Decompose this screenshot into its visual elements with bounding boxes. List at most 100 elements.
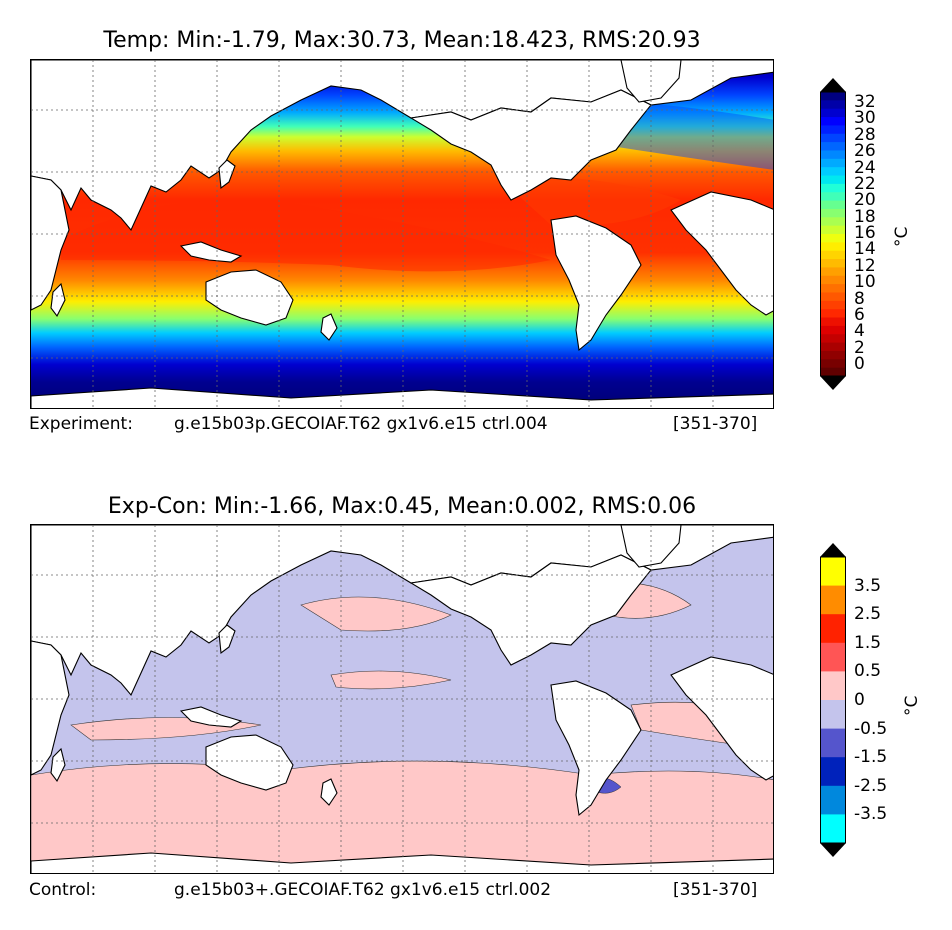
colorbar-tick-label: 0 <box>854 690 865 710</box>
colorbar-tick-label: 12 <box>854 255 876 276</box>
atlantic-warm-region <box>501 177 681 226</box>
bottom-colorbar <box>820 543 846 857</box>
top-caption-run: g.e15b03p.GECOIAF.T62 gx1v6.e15 ctrl.004 <box>174 414 548 434</box>
africa-east-land <box>670 191 773 316</box>
colorbar-segment <box>820 814 846 844</box>
colorbar-tick-label: 20 <box>854 190 876 211</box>
bottom-diff-map <box>30 524 774 874</box>
indonesia-land <box>179 241 243 263</box>
lat-lon-grid <box>31 60 773 408</box>
colorbar-segment <box>820 292 846 302</box>
madagascar-land <box>50 747 66 783</box>
colorbar-segment <box>820 92 846 101</box>
colorbar-segment <box>820 557 846 587</box>
top-colorbar <box>820 78 846 390</box>
colorbar-segment <box>820 284 846 293</box>
top-caption-label: Experiment: <box>29 414 133 434</box>
colorbar-segment <box>820 700 846 730</box>
colorbar-segment <box>820 117 846 126</box>
positive-region <box>300 596 452 632</box>
colorbar-tick-label: 28 <box>854 124 876 145</box>
bottom-caption-years: [351-370] <box>673 880 758 900</box>
bottom-caption-label: Control: <box>29 880 97 900</box>
japan-land <box>218 159 236 190</box>
new-zealand-land <box>320 778 338 806</box>
colorbar-segment <box>820 317 846 327</box>
colorbar-segment <box>820 342 846 352</box>
colorbar-tick-label: 26 <box>854 141 876 162</box>
colorbar-tick-label: -3.5 <box>854 804 888 825</box>
colorbar-segment <box>820 175 846 185</box>
bottom-colorbar-unit: °C <box>902 695 922 716</box>
bottom-caption-run: g.e15b03+.GECOIAF.T62 gx1v6.e15 ctrl.002 <box>174 880 552 900</box>
warm-pool-region <box>61 200 551 272</box>
colorbar-segment <box>820 350 846 360</box>
indonesia-land <box>179 706 243 728</box>
colorbar-segment <box>820 158 846 168</box>
colorbar-segment <box>820 108 846 118</box>
top-colorbar-unit: °C <box>892 226 912 247</box>
colorbar-tick-label: -1.5 <box>854 747 888 768</box>
colorbar-segment <box>820 192 846 202</box>
colorbar-tick-label: 6 <box>854 304 865 325</box>
colorbar-segment <box>820 642 846 672</box>
australia-land <box>205 269 294 326</box>
colorbar-segment <box>820 757 846 787</box>
australia-land <box>205 734 294 791</box>
colorbar-tick-label: 2.5 <box>854 604 882 625</box>
colorbar-segment <box>820 309 846 319</box>
colorbar-segment <box>820 234 846 243</box>
top-sst-map <box>30 59 774 409</box>
colorbar-tick-label: 32 <box>854 92 876 112</box>
colorbar-segment <box>820 208 846 218</box>
top-chart-title: Temp: Min:-1.79, Max:30.73, Mean:18.423,… <box>103 28 701 53</box>
colorbar-extend-max <box>820 543 846 557</box>
colorbar-tick-label: 18 <box>854 206 876 227</box>
colorbar-segment <box>820 325 846 335</box>
colorbar-segment <box>820 367 846 377</box>
colorbar-segment <box>820 225 846 235</box>
bottom-chart-title: Exp-Con: Min:-1.66, Max:0.45, Mean:0.002… <box>107 494 697 519</box>
colorbar-segment <box>820 150 846 160</box>
colorbar-tick-label: 10 <box>854 272 876 293</box>
colorbar-segment <box>820 728 846 758</box>
colorbar-tick-label: 4 <box>854 321 865 342</box>
colorbar-segment <box>820 300 846 310</box>
colorbar-segment <box>820 100 846 110</box>
colorbar-tick-label: 22 <box>854 173 876 194</box>
colorbar-segment <box>820 133 846 143</box>
colorbar-tick-label: 0.5 <box>854 661 882 682</box>
antarctica-land <box>31 387 773 408</box>
top-caption-years: [351-370] <box>673 414 758 434</box>
antarctica-land <box>31 852 773 873</box>
colorbar-segment <box>820 785 846 815</box>
colorbar-segment <box>820 585 846 615</box>
colorbar-segment <box>820 359 846 369</box>
colorbar-tick-label: 24 <box>854 157 876 178</box>
africa-east-land <box>670 656 773 781</box>
continents <box>31 60 773 408</box>
colorbar-tick-label: 16 <box>854 223 876 243</box>
colorbar-segment <box>820 614 846 644</box>
colorbar-extend-min <box>820 376 846 390</box>
africa-land <box>31 640 70 776</box>
colorbar-segment <box>820 125 846 135</box>
positive-region <box>330 670 452 690</box>
colorbar-segment <box>820 183 846 193</box>
colorbar-segment <box>820 167 846 177</box>
colorbar-segment <box>820 275 846 285</box>
africa-land <box>31 175 70 311</box>
colorbar-segment <box>820 250 846 260</box>
south-america-land <box>550 215 642 352</box>
colorbar-segment <box>820 217 846 227</box>
colorbar-extend-min <box>820 843 846 857</box>
south-america-land <box>550 680 642 817</box>
colorbar-tick-label: -2.5 <box>854 775 888 796</box>
colorbar-tick-label: -0.5 <box>854 718 888 739</box>
madagascar-land <box>50 282 66 318</box>
japan-land <box>218 624 236 655</box>
colorbar-tick-label: 30 <box>854 108 876 129</box>
colorbar-tick-label: 1.5 <box>854 632 882 653</box>
lat-lon-grid <box>31 525 773 873</box>
colorbar-tick-label: 2 <box>854 337 865 358</box>
